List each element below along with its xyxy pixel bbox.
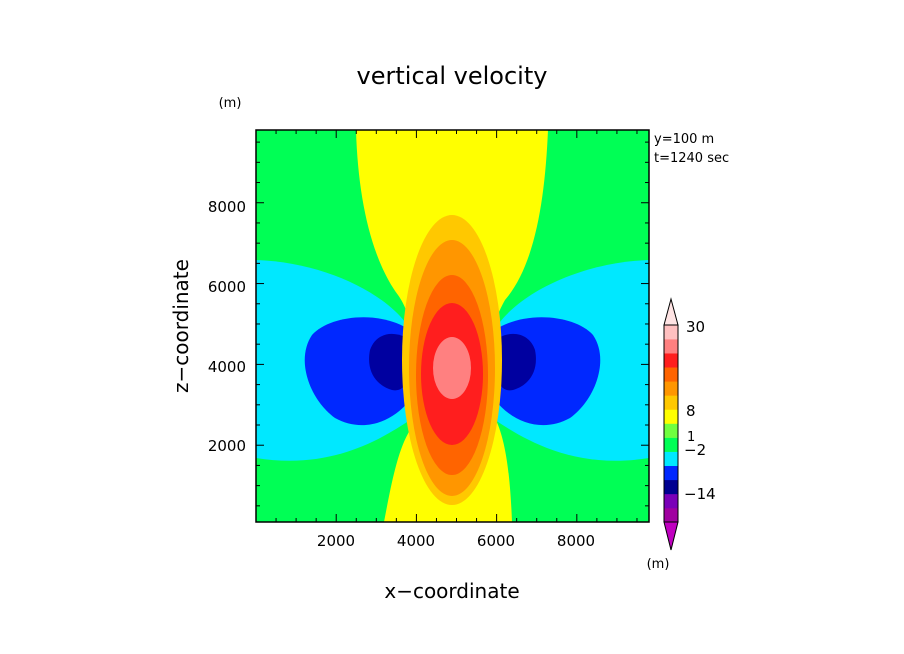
colorbar-tick-label: −2 xyxy=(684,441,706,459)
colorbar-tick-label: −14 xyxy=(684,485,716,503)
x-tick-label: 6000 xyxy=(477,532,515,550)
colorbar-swatch xyxy=(664,493,678,509)
colorbar xyxy=(663,297,679,551)
colorbar-min-arrow xyxy=(663,521,679,551)
x-tick-label: 8000 xyxy=(557,532,595,550)
chart-title: vertical velocity xyxy=(357,62,548,90)
colorbar-swatch xyxy=(664,465,678,481)
colorbar-swatch xyxy=(664,353,678,368)
colorbar-tick-label: 8 xyxy=(686,402,696,420)
colorbar-swatch xyxy=(664,381,678,396)
colorbar-swatch xyxy=(664,479,678,495)
x-tick-label: 4000 xyxy=(397,532,435,550)
x-axis-label: x−coordinate xyxy=(384,579,519,603)
colorbar-unit-label: (m) xyxy=(647,557,670,572)
colorbar-tick-label: 1 xyxy=(687,430,695,445)
annotation-time: t=1240 sec xyxy=(654,151,729,166)
colorbar-swatch xyxy=(664,325,678,340)
colorbar-swatch xyxy=(664,367,678,382)
level-dark-blue-left xyxy=(369,333,408,391)
y-tick-label: 2000 xyxy=(208,437,246,455)
colorbar-swatch xyxy=(664,437,678,452)
annotation-y-position: y=100 m xyxy=(654,132,714,147)
plot-frame xyxy=(255,129,650,523)
x-tick-label: 2000 xyxy=(317,532,355,550)
level-dark-blue-right xyxy=(497,333,536,391)
y-unit-label: (m) xyxy=(219,96,242,111)
level-pink xyxy=(433,337,471,399)
colorbar-swatch xyxy=(664,339,678,354)
y-axis-label: z−coordinate xyxy=(169,259,193,393)
colorbar-swatch xyxy=(664,507,678,523)
axis-ticks xyxy=(256,130,649,522)
colorbar-swatch xyxy=(664,451,678,467)
y-tick-label: 4000 xyxy=(208,358,246,376)
colorbar-swatch xyxy=(664,409,678,424)
y-tick-label: 8000 xyxy=(208,198,246,216)
contour-field xyxy=(256,130,649,522)
colorbar-swatch xyxy=(664,423,678,438)
y-tick-label: 6000 xyxy=(208,278,246,296)
colorbar-swatch xyxy=(664,395,678,410)
colorbar-max-arrow xyxy=(663,297,679,326)
colorbar-frame xyxy=(663,324,679,523)
colorbar-tick-label: 30 xyxy=(686,318,705,336)
